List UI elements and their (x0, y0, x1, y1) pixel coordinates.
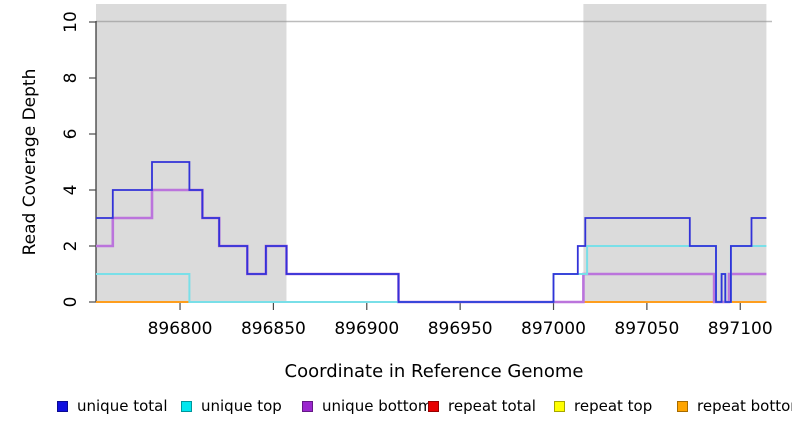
legend-swatch-unique-top-icon (181, 400, 192, 412)
y-tick-label: 2 (61, 241, 81, 252)
y-tick-label: 8 (61, 73, 81, 84)
legend-swatch-repeat-total-icon (428, 400, 439, 412)
repeat-region-shading (583, 4, 767, 302)
series-unique-total-line (96, 161, 767, 303)
y-tick-label: 6 (61, 129, 81, 140)
legend-label: repeat bottom (697, 397, 792, 415)
y-tick-label: 4 (61, 185, 81, 196)
legend-item-repeat-top: repeat top (554, 397, 652, 415)
legend-item-unique-total: unique total (57, 397, 168, 415)
legend-label: unique top (201, 397, 282, 415)
legend-item-repeat-total: repeat total (428, 397, 536, 415)
legend-swatch-unique-total-icon (57, 400, 68, 412)
x-tick-label: 896850 (241, 319, 306, 339)
x-tick-label: 896900 (334, 319, 399, 339)
x-axis-title: Coordinate in Reference Genome (284, 361, 584, 382)
y-tick-label: 0 (61, 297, 81, 308)
y-axis-title: Read Coverage Depth (20, 68, 40, 256)
y-tick-label: 10 (61, 11, 81, 33)
legend-label: unique bottom (322, 397, 433, 415)
legend-swatch-unique-bottom-icon (302, 400, 313, 412)
legend-item-unique-top: unique top (181, 397, 282, 415)
legend-label: unique total (77, 397, 168, 415)
legend-swatch-repeat-top-icon (554, 400, 565, 412)
legend-swatch-repeat-bottom-icon (677, 400, 688, 412)
legend-item-repeat-bottom: repeat bottom (677, 397, 792, 415)
x-tick-label: 896800 (148, 319, 213, 339)
x-tick-label: 897050 (614, 319, 679, 339)
x-tick-label: 897000 (521, 319, 586, 339)
x-tick-label: 896950 (428, 319, 493, 339)
legend-label: repeat top (574, 397, 653, 415)
legend-item-unique-bottom: unique bottom (302, 397, 432, 415)
x-tick-label: 897100 (708, 319, 773, 339)
repeat-region-shading (96, 4, 287, 302)
legend-label: repeat total (448, 397, 536, 415)
